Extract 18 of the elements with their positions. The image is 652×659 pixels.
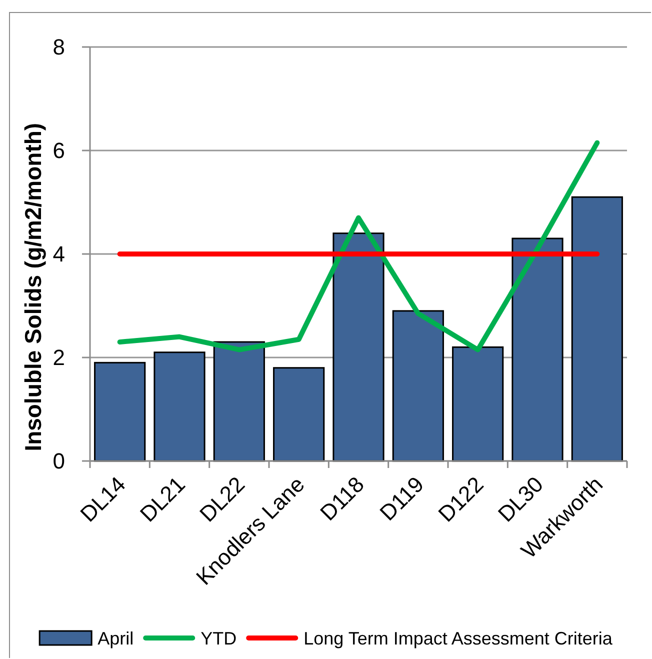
y-tick-label: 4 <box>52 242 65 267</box>
legend-label: YTD <box>200 628 237 648</box>
bar <box>452 346 504 462</box>
bar <box>392 310 444 462</box>
bar <box>94 362 146 462</box>
bar <box>571 196 623 462</box>
bar <box>154 352 206 462</box>
bar <box>512 238 564 462</box>
legend-label: Long Term Impact Assessment Criteria <box>304 628 614 648</box>
bar <box>332 232 384 462</box>
bar <box>213 341 265 462</box>
legend-label: April <box>98 628 134 648</box>
bar <box>273 367 325 462</box>
y-axis-title: Insoluble Solids (g/m2/month) <box>20 122 46 452</box>
y-tick-label: 8 <box>52 34 65 60</box>
y-tick-label: 6 <box>52 138 65 164</box>
y-tick-label: 2 <box>52 345 65 370</box>
y-tick-label: 0 <box>52 448 65 474</box>
